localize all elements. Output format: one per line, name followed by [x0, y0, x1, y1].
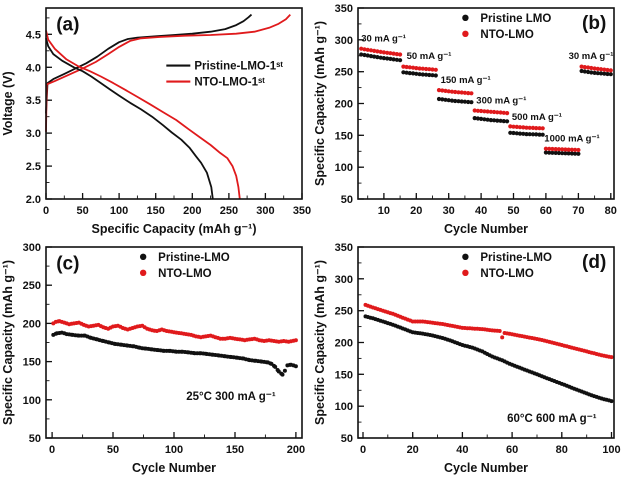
svg-text:25°C 300 mA g⁻¹: 25°C 300 mA g⁻¹ [186, 391, 276, 403]
svg-text:500 mA g⁻¹: 500 mA g⁻¹ [512, 112, 562, 123]
svg-text:Pristine-LMO-1ˢᵗ: Pristine-LMO-1ˢᵗ [194, 61, 283, 73]
svg-text:100: 100 [110, 205, 128, 217]
svg-text:50: 50 [29, 433, 41, 445]
svg-text:80: 80 [605, 205, 617, 217]
svg-text:70: 70 [572, 205, 584, 217]
svg-text:4.5: 4.5 [26, 29, 41, 41]
svg-text:Voltage (V): Voltage (V) [1, 71, 15, 135]
svg-text:30: 30 [443, 205, 455, 217]
svg-text:350: 350 [293, 205, 311, 217]
svg-text:50: 50 [341, 433, 353, 445]
svg-text:0: 0 [43, 205, 49, 217]
svg-text:NTO-LMO-1ˢᵗ: NTO-LMO-1ˢᵗ [194, 77, 265, 89]
svg-text:40: 40 [475, 205, 487, 217]
svg-text:250: 250 [23, 280, 41, 292]
svg-text:(a): (a) [56, 15, 79, 36]
svg-text:100: 100 [23, 395, 41, 407]
svg-text:Cycle Number: Cycle Number [444, 222, 528, 236]
svg-text:0: 0 [360, 444, 366, 456]
svg-text:300: 300 [256, 205, 274, 217]
svg-text:40: 40 [456, 444, 468, 456]
svg-text:150: 150 [335, 369, 353, 381]
svg-text:50: 50 [107, 444, 119, 456]
svg-text:2.0: 2.0 [26, 194, 41, 206]
svg-text:Specific Capacity (mAh g⁻¹): Specific Capacity (mAh g⁻¹) [92, 222, 257, 236]
svg-text:50: 50 [507, 205, 519, 217]
svg-text:Specific Capacity (mAh g⁻¹): Specific Capacity (mAh g⁻¹) [313, 21, 327, 186]
svg-text:50: 50 [341, 194, 353, 206]
svg-text:150: 150 [226, 444, 244, 456]
svg-text:150: 150 [23, 357, 41, 369]
svg-text:(b): (b) [582, 13, 606, 34]
chart-panel-a: 0 50 100 150 200 250 300 350 2.0 2.5 3.0 3.5 4.0 4.5 P… [1, 7, 311, 236]
svg-text:300: 300 [335, 35, 353, 47]
svg-text:NTO-LMO: NTO-LMO [480, 29, 534, 41]
svg-text:350: 350 [335, 3, 353, 15]
svg-text:(d): (d) [582, 252, 606, 273]
svg-text:Pristine-LMO: Pristine-LMO [480, 252, 552, 264]
svg-text:100: 100 [335, 401, 353, 413]
svg-text:150: 150 [335, 130, 353, 142]
svg-text:50: 50 [76, 205, 88, 217]
svg-text:250: 250 [335, 67, 353, 79]
svg-text:300: 300 [335, 274, 353, 286]
svg-text:20: 20 [407, 444, 419, 456]
svg-text:Specific Capacity (mAh g⁻¹): Specific Capacity (mAh g⁻¹) [313, 260, 327, 425]
svg-text:NTO-LMO: NTO-LMO [158, 268, 212, 280]
svg-text:100: 100 [335, 162, 353, 174]
svg-text:0: 0 [49, 444, 55, 456]
svg-text:50 mA g⁻¹: 50 mA g⁻¹ [407, 51, 452, 62]
svg-text:60: 60 [506, 444, 518, 456]
svg-text:3.0: 3.0 [26, 128, 41, 140]
svg-text:1000 mA g⁻¹: 1000 mA g⁻¹ [544, 134, 599, 145]
svg-text:NTO-LMO: NTO-LMO [480, 268, 534, 280]
svg-text:3.5: 3.5 [26, 95, 41, 107]
svg-text:200: 200 [23, 318, 41, 330]
svg-text:150: 150 [147, 205, 165, 217]
svg-text:60: 60 [540, 205, 552, 217]
chart-panel-b: 10 20 30 40 50 60 70 80 50 100 150 200 250 300 350 30 m… [313, 3, 617, 236]
svg-text:30 mA g⁻¹: 30 mA g⁻¹ [361, 34, 406, 45]
svg-text:10: 10 [378, 205, 390, 217]
svg-text:100: 100 [165, 444, 183, 456]
chart-panel-d: 0 20 40 60 80 100 50 100 150 200 250 300 350 60°C 600… [313, 242, 621, 475]
svg-text:80: 80 [556, 444, 568, 456]
svg-text:Pristine LMO: Pristine LMO [480, 13, 551, 25]
svg-text:150 mA g⁻¹: 150 mA g⁻¹ [441, 75, 491, 86]
svg-text:(c): (c) [56, 254, 79, 275]
svg-text:4.0: 4.0 [26, 62, 41, 74]
svg-text:20: 20 [410, 205, 422, 217]
svg-text:2.5: 2.5 [26, 161, 41, 173]
svg-text:300: 300 [23, 242, 41, 254]
svg-text:100: 100 [602, 444, 620, 456]
svg-text:Cycle Number: Cycle Number [444, 461, 528, 475]
svg-text:30 mA g⁻¹: 30 mA g⁻¹ [569, 51, 614, 62]
svg-text:250: 250 [220, 205, 238, 217]
svg-text:60°C 600 mA g⁻¹: 60°C 600 mA g⁻¹ [507, 413, 597, 425]
svg-text:200: 200 [335, 99, 353, 111]
svg-text:200: 200 [335, 338, 353, 350]
svg-text:350: 350 [335, 242, 353, 254]
chart-panel-c: 0 50 100 150 200 50 100 150 200 250 300 25°C 300 mA… [1, 242, 305, 475]
svg-text:200: 200 [287, 444, 305, 456]
svg-text:Pristine-LMO: Pristine-LMO [158, 252, 230, 264]
svg-text:250: 250 [335, 306, 353, 318]
svg-text:200: 200 [183, 205, 201, 217]
svg-text:Cycle Number: Cycle Number [132, 461, 216, 475]
svg-text:300 mA g⁻¹: 300 mA g⁻¹ [476, 96, 526, 107]
svg-text:Specific Capacity (mAh g⁻¹): Specific Capacity (mAh g⁻¹) [1, 260, 15, 425]
